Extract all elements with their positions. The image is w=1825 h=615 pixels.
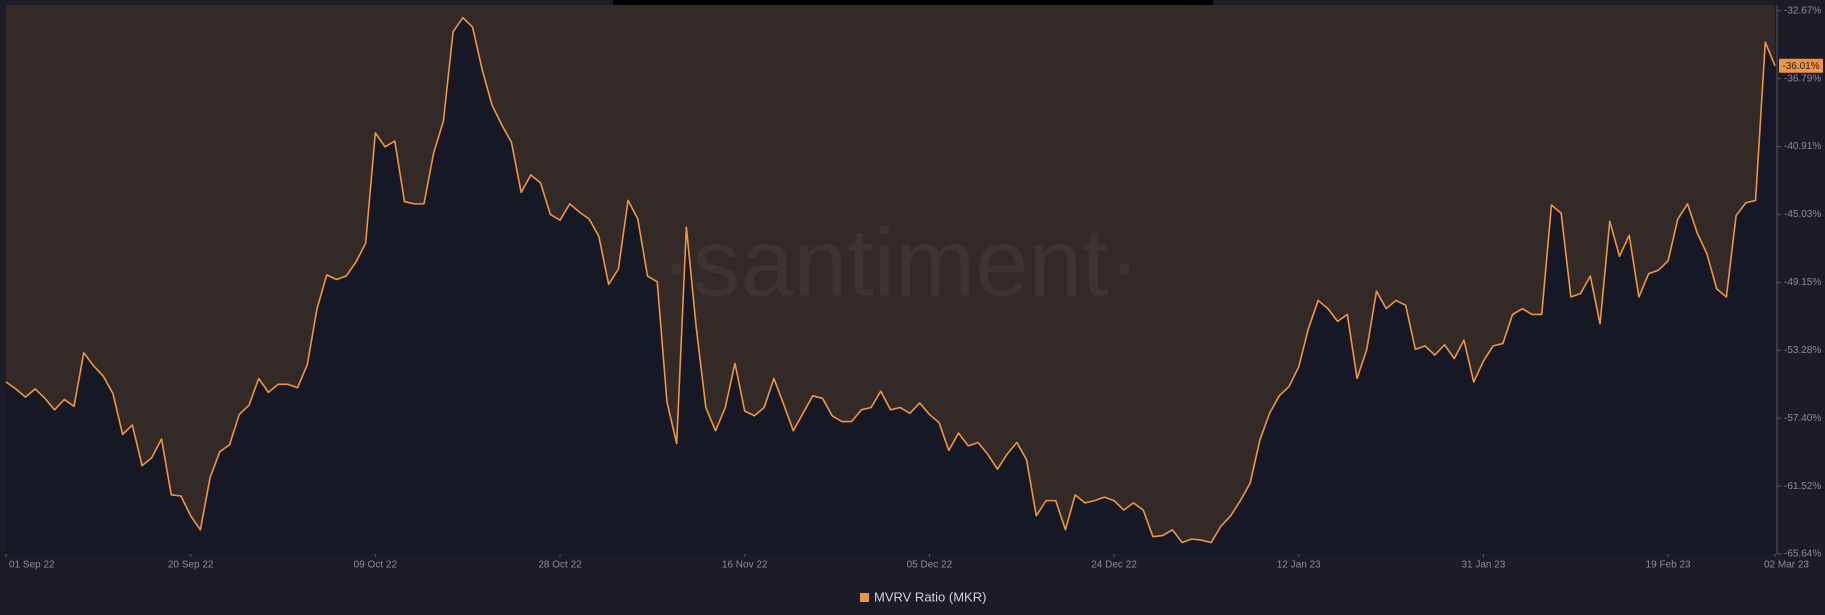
y-tick-label: -45.03% — [1784, 209, 1821, 220]
current-value-label: -36.01% — [1782, 61, 1819, 72]
line — [5, 16, 1776, 544]
legend-label: MVRV Ratio (MKR) — [874, 589, 986, 604]
x-tick-label: 01 Sep 22 — [9, 560, 55, 571]
y-tick-label: -61.52% — [1784, 481, 1821, 492]
legend-swatch — [860, 593, 869, 602]
x-tick-label: 31 Jan 23 — [1461, 560, 1505, 571]
y-tick-label: -49.15% — [1784, 277, 1821, 288]
x-tick-label: 20 Sep 22 — [168, 560, 214, 571]
x-tick-label: 12 Jan 23 — [1277, 560, 1321, 571]
x-tick-label: 28 Oct 22 — [538, 560, 582, 571]
y-tick-label: -40.91% — [1784, 141, 1821, 152]
y-tick-label: -57.40% — [1784, 413, 1821, 424]
x-tick-label: 19 Feb 23 — [1646, 560, 1691, 571]
x-tick-label: 24 Dec 22 — [1091, 560, 1137, 571]
y-tick-label: -36.79% — [1784, 73, 1821, 84]
watermark: ·santiment· — [660, 209, 1140, 316]
x-tick-label: 02 Mar 23 — [1764, 560, 1809, 571]
legend: MVRV Ratio (MKR) — [860, 589, 986, 604]
x-tick-label: 05 Dec 22 — [907, 560, 953, 571]
x-tick-label: 09 Oct 22 — [354, 560, 398, 571]
top-bar — [613, 0, 1213, 5]
y-tick-label: -65.64% — [1784, 549, 1821, 560]
y-tick-label: -53.28% — [1784, 345, 1821, 356]
current-value-box — [1779, 58, 1823, 73]
x-tick-label: 16 Nov 22 — [722, 560, 768, 571]
area — [6, 17, 1775, 554]
y-tick-label: -32.67% — [1784, 5, 1821, 16]
